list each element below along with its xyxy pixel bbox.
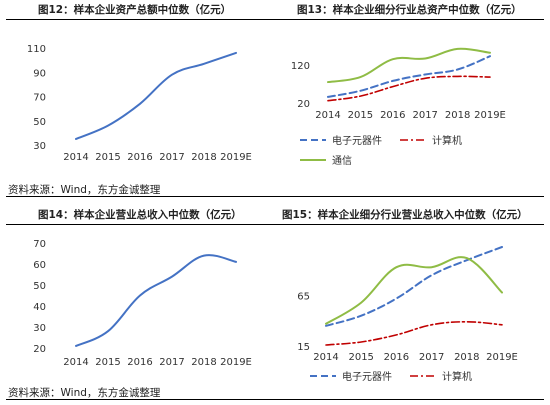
source-note-bottom: 资料来源：Wind，东方金诚整理 <box>8 387 161 399</box>
x-tick-label: 2019E <box>220 152 252 163</box>
x-tick-label: 2016 <box>380 110 405 121</box>
legend-label: 通信 <box>332 155 352 167</box>
x-tick-label: 2017 <box>419 352 444 363</box>
y-tick-label: 15 <box>297 342 310 353</box>
mid-divider-2 <box>6 224 544 225</box>
y-tick-label: 110 <box>27 44 46 55</box>
y-tick-label: 40 <box>33 302 46 313</box>
y-tick-label: 30 <box>33 141 46 152</box>
chart12: 30 50 70 90 110 2014 2015 2016 2017 2018 2019E <box>27 44 252 163</box>
y-tick-label: 50 <box>33 117 46 128</box>
series-line-main <box>75 254 237 347</box>
chart13-title: 图13：样本企业细分行业总资产中位数（亿元） <box>297 4 522 16</box>
x-tick-label: 2018 <box>445 110 470 121</box>
x-tick-label: 2019E <box>474 110 506 121</box>
x-tick-label: 2019E <box>220 357 252 368</box>
legend-label: 电子元器件 <box>332 134 382 147</box>
x-tick-label: 2014 <box>63 152 88 163</box>
y-tick-label: 60 <box>33 260 46 271</box>
y-tick-label: 90 <box>33 68 46 79</box>
x-tick-label: 2018 <box>191 357 216 368</box>
x-tick-label: 2014 <box>315 110 340 121</box>
y-tick-label: 20 <box>33 344 46 355</box>
x-tick-label: 2018 <box>191 152 216 163</box>
x-tick-label: 2015 <box>348 352 373 363</box>
y-tick-label: 120 <box>291 61 310 72</box>
x-tick-label: 2014 <box>313 352 338 363</box>
x-tick-label: 2015 <box>95 152 120 163</box>
chart14-title: 图14：样本企业营业总收入中位数（亿元） <box>38 209 242 221</box>
series-line-main <box>75 51 237 140</box>
y-tick-label: 30 <box>33 323 46 334</box>
y-tick-label: 20 <box>297 99 310 110</box>
top-divider <box>6 19 544 20</box>
x-tick-label: 2017 <box>159 152 184 163</box>
bottom-divider <box>6 399 544 400</box>
x-tick-label: 2016 <box>127 152 152 163</box>
y-tick-label: 50 <box>33 281 46 292</box>
x-tick-label: 2018 <box>454 352 479 363</box>
y-tick-label: 70 <box>33 239 46 250</box>
x-tick-label: 2019E <box>486 352 518 363</box>
chart15: 15 65 2014 2015 2016 2017 2018 2019E 电子元器件 计算机 <box>297 246 518 383</box>
x-tick-label: 2017 <box>159 357 184 368</box>
chart14: 20 30 40 50 60 70 2014 2015 2016 2017 2018 2019E <box>33 239 252 368</box>
x-tick-label: 2017 <box>412 110 437 121</box>
chart15-title: 图15：样本企业细分行业营业总收入中位数（亿元） <box>282 209 528 221</box>
x-tick-label: 2015 <box>95 357 120 368</box>
series-line-计算机 <box>327 75 491 102</box>
legend-label: 电子元器件 <box>342 370 392 383</box>
y-tick-label: 70 <box>33 93 46 104</box>
x-tick-label: 2016 <box>127 357 152 368</box>
series-line-计算机 <box>325 320 503 346</box>
x-tick-label: 2014 <box>63 357 88 368</box>
x-tick-label: 2016 <box>384 352 409 363</box>
x-tick-label: 2015 <box>348 110 373 121</box>
series-line-电子元器件 <box>325 246 503 327</box>
source-note-top: 资料来源：Wind，东方金诚整理 <box>8 184 161 196</box>
series-line-通信 <box>327 47 491 84</box>
series-line-电子元器件 <box>327 55 491 98</box>
legend-label: 计算机 <box>432 134 462 147</box>
legend-label: 计算机 <box>442 370 472 383</box>
series-line-通信 <box>325 256 503 325</box>
y-tick-label: 65 <box>297 292 310 303</box>
mid-divider-1 <box>6 196 544 197</box>
chart12-title: 图12：样本企业资产总额中位数（亿元） <box>38 4 232 16</box>
